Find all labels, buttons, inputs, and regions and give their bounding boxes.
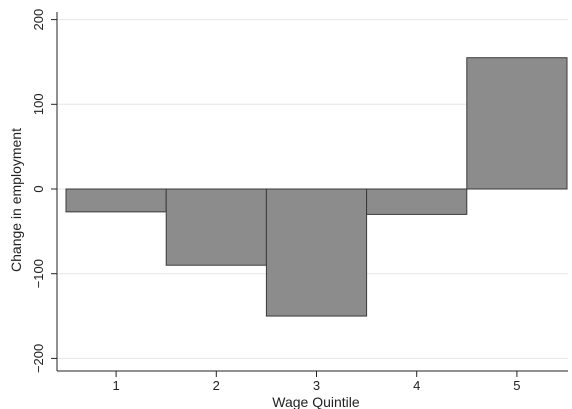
bar-4 bbox=[366, 188, 468, 215]
x-tick-label: 5 bbox=[513, 378, 520, 393]
bar-1 bbox=[65, 188, 167, 213]
x-tick-label: 2 bbox=[213, 378, 220, 393]
axes bbox=[56, 12, 568, 372]
y-tick-label: 0 bbox=[31, 185, 46, 192]
x-tick-label: 4 bbox=[413, 378, 420, 393]
bar-5 bbox=[466, 57, 568, 190]
x-tick-label: 3 bbox=[313, 378, 320, 393]
y-ticks: −200 −100 0 100 200 bbox=[31, 9, 57, 373]
x-tick-label: 1 bbox=[112, 378, 119, 393]
x-ticks: 1 2 3 4 5 bbox=[112, 371, 521, 393]
y-tick-label: 100 bbox=[31, 93, 46, 115]
y-tick-label: −100 bbox=[31, 259, 46, 288]
x-axis-title: Wage Quintile bbox=[272, 394, 360, 409]
y-tick-label: 200 bbox=[31, 9, 46, 31]
bar-2 bbox=[165, 188, 267, 266]
bars bbox=[65, 57, 568, 317]
y-axis-title: Change in employment bbox=[8, 128, 24, 272]
bar-3 bbox=[265, 188, 368, 317]
y-tick-label: −200 bbox=[31, 344, 46, 373]
